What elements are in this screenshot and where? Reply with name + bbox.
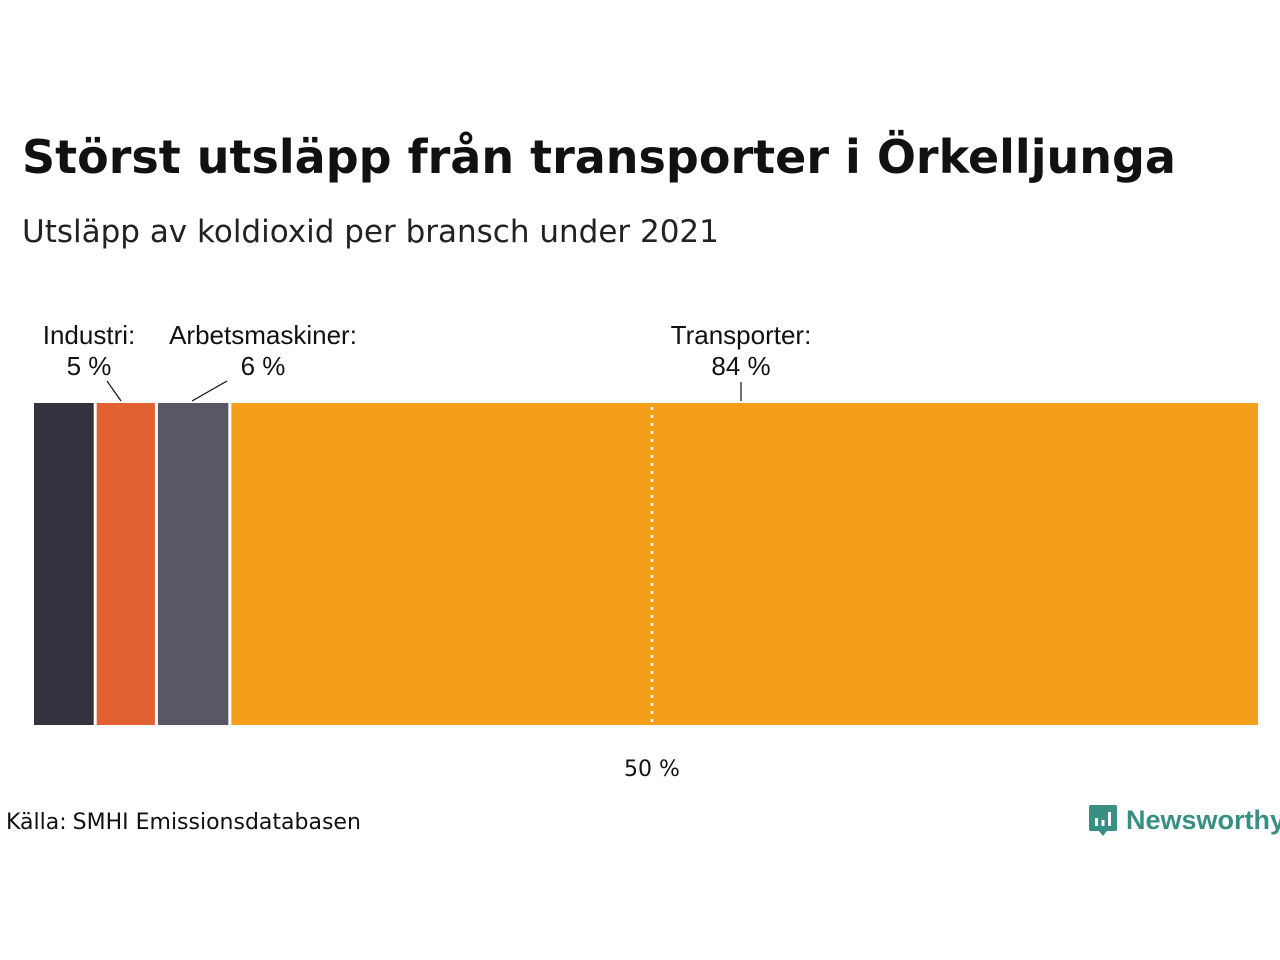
reference-line-label: 50 % xyxy=(624,757,680,782)
source-text: SMHI Emissionsdatabasen xyxy=(72,810,361,835)
bar-segment-industri xyxy=(96,403,155,725)
brand-name: Newsworthy xyxy=(1126,804,1280,835)
segment-value-label-arbetsmaskiner: 6 % xyxy=(241,351,286,381)
bar-segment-transporter xyxy=(231,403,1259,725)
chart-title: Störst utsläpp från transporter i Örkell… xyxy=(22,130,1176,184)
leader-line-arbetsmaskiner xyxy=(191,380,228,402)
segment-label-arbetsmaskiner: Arbetsmaskiner: xyxy=(169,320,357,350)
leader-line-industri xyxy=(106,380,122,402)
source-note: Källa: SMHI Emissionsdatabasen xyxy=(6,810,361,835)
source-label: Källa: xyxy=(6,810,67,835)
chart-subtitle: Utsläpp av koldioxid per bransch under 2… xyxy=(22,214,719,250)
bar-segment-unlabeled xyxy=(34,403,94,725)
bar-segment-arbetsmaskiner xyxy=(157,403,229,725)
segment-value-label-transporter: 84 % xyxy=(711,351,770,381)
newsworthy-logo-icon xyxy=(1089,805,1117,836)
brand-logo: Newsworthy xyxy=(1088,803,1280,837)
segment-value-label-industri: 5 % xyxy=(67,351,112,381)
segment-label-transporter: Transporter: xyxy=(671,320,812,350)
segment-label-industri: Industri: xyxy=(43,320,136,350)
